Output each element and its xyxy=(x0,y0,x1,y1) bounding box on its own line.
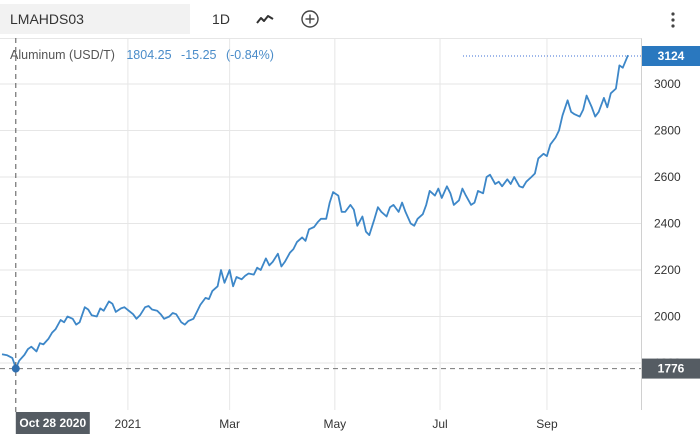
legend-series-name: Aluminum (USD/T) xyxy=(10,48,115,62)
chart-menu-button[interactable] xyxy=(663,8,683,32)
plus-circle-icon xyxy=(301,10,319,28)
y-tick-label: 2600 xyxy=(654,170,681,184)
price-line xyxy=(1,54,629,370)
x-tick-label: May xyxy=(323,417,346,431)
chart-toolbar: 1D xyxy=(0,0,700,38)
last-price-badge xyxy=(642,46,700,66)
period-selector-button[interactable]: 1D xyxy=(210,8,232,30)
legend-values: 1804.25 -15.25 (-0.84%) xyxy=(126,48,280,62)
crosshair-price-badge xyxy=(642,358,700,379)
x-tick-label: 2021 xyxy=(115,417,142,431)
last-price-label: 3124 xyxy=(658,49,685,63)
crosshair-marker xyxy=(11,364,20,373)
plot-frame xyxy=(0,38,642,410)
y-tick-label: 3000 xyxy=(654,77,681,91)
crosshair-date-badge xyxy=(15,412,90,434)
y-tick-label: 2000 xyxy=(654,310,681,324)
chart-type-button[interactable] xyxy=(252,8,278,30)
legend: Aluminum (USD/T) 1804.25 -15.25 (-0.84%) xyxy=(10,48,280,62)
legend-change: -15.25 xyxy=(181,48,217,62)
legend-change-pct: (-0.84%) xyxy=(225,48,274,62)
y-tick-label: 2800 xyxy=(654,124,681,138)
x-tick-label: Jul xyxy=(432,417,447,431)
symbol-input[interactable] xyxy=(0,4,190,34)
legend-price: 1804.25 xyxy=(126,48,172,62)
add-indicator-button[interactable] xyxy=(298,8,322,30)
crosshair-date-label: Oct 28 2020 xyxy=(19,416,86,430)
vertical-dots-icon xyxy=(671,12,675,28)
x-tick-label: Sep xyxy=(536,417,558,431)
y-tick-label: 2400 xyxy=(654,217,681,231)
y-tick-label: 2200 xyxy=(654,263,681,277)
crosshair-price-label: 1776 xyxy=(658,362,685,376)
x-tick-label: Mar xyxy=(219,417,240,431)
line-chart-icon xyxy=(256,15,274,24)
